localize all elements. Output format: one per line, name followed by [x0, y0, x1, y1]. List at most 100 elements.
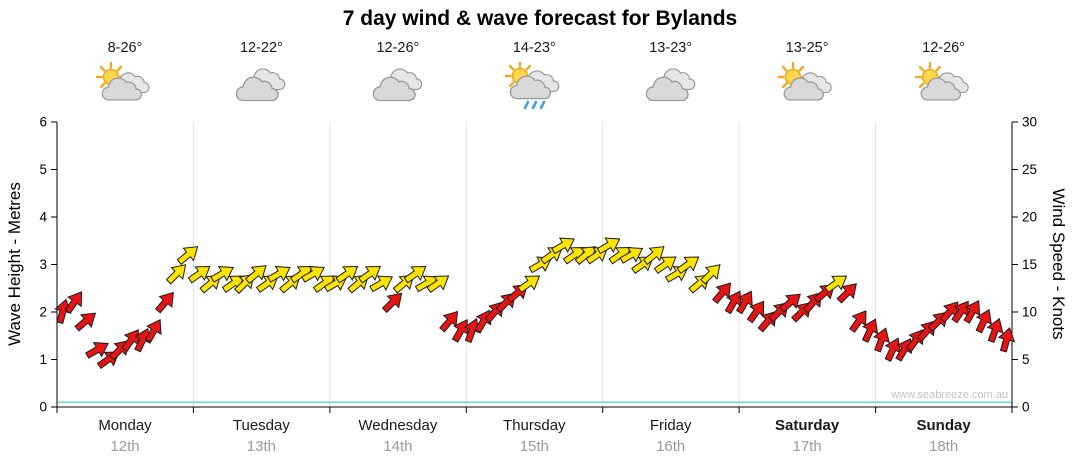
wind-arrow: [369, 275, 394, 293]
day-name: Wednesday: [358, 417, 438, 434]
svg-text:30: 30: [1022, 115, 1037, 130]
wind-arrow: [176, 246, 199, 266]
svg-text:6: 6: [39, 115, 47, 130]
day-footer-monday: Monday 12th: [57, 417, 193, 455]
temp-range: 13-23°: [649, 40, 693, 56]
day-header-tuesday: 12-22°: [193, 40, 329, 111]
day-header-monday: 8-26°: [57, 40, 193, 111]
wind-arrow: [975, 308, 992, 334]
clouds-icon: [330, 61, 466, 111]
temp-range: 12-26°: [376, 40, 420, 56]
wind-arrow: [551, 237, 575, 255]
day-footer-tuesday: Tuesday 13th: [193, 417, 329, 455]
wind-arrow: [779, 293, 801, 313]
wind-arrow: [266, 266, 291, 283]
temp-range: 14-23°: [512, 40, 556, 56]
wind-arrow: [244, 265, 267, 285]
wind-arrow: [619, 247, 644, 264]
day-name: Friday: [649, 417, 692, 434]
wind-arrow: [210, 266, 234, 283]
wind-arrows: [54, 237, 1016, 369]
day-name: Saturday: [774, 417, 840, 434]
svg-text:1: 1: [39, 352, 47, 367]
wind-arrow: [849, 310, 867, 333]
wind-arrow: [301, 266, 325, 283]
day-footer-thursday: Thursday 15th: [466, 417, 602, 455]
wind-arrow: [154, 291, 174, 314]
wind-arrow: [85, 342, 109, 359]
wind-arrow: [836, 283, 857, 304]
day-date: 18th: [928, 438, 959, 455]
wind-arrow: [861, 318, 879, 343]
day-name: Thursday: [503, 417, 566, 434]
wind-arrow: [64, 291, 83, 314]
sun-clouds-icon: [57, 61, 193, 111]
wind-arrow: [712, 282, 732, 305]
wind-arrow: [746, 300, 765, 324]
svg-text:5: 5: [39, 162, 47, 177]
right-axis-label: Wind Speed - Knots: [1049, 188, 1068, 340]
wind-arrow: [736, 290, 753, 315]
sun-clouds-icon: [876, 61, 1012, 111]
wind-arrow: [439, 310, 459, 333]
day-footer-saturday: Saturday 17th: [739, 417, 875, 455]
wind-arrow: [358, 266, 381, 284]
wind-arrow: [873, 327, 890, 353]
day-footer-sunday: Sunday 18th: [876, 417, 1012, 455]
svg-text:2: 2: [39, 305, 47, 320]
wind-arrow: [381, 292, 403, 314]
temp-range: 8-26°: [107, 40, 143, 56]
day-name: Monday: [98, 417, 152, 434]
left-axis-ticks: 0 1 2 3 4 5 6: [39, 115, 57, 415]
day-header-friday: 13-23°: [603, 40, 739, 111]
wind-arrow: [642, 246, 665, 266]
svg-text:3: 3: [39, 257, 47, 272]
day-footer-wednesday: Wednesday 14th: [330, 417, 466, 455]
wind-arrow: [676, 256, 700, 274]
wind-arrow: [144, 318, 162, 343]
day-header-saturday: 13-25°: [739, 40, 875, 111]
day-name: Sunday: [916, 417, 971, 434]
clouds-icon: [193, 61, 329, 111]
svg-text:0: 0: [1022, 400, 1030, 415]
sun-clouds-icon: [739, 61, 875, 111]
day-header-sunday: 12-26°: [876, 40, 1012, 111]
watermark: www.seabreeze.com.au: [891, 389, 1008, 401]
sun-clouds-rain-icon: [466, 61, 602, 111]
temp-range: 12-22°: [239, 40, 283, 56]
day-header-thursday: 14-23°: [466, 40, 602, 111]
wind-arrow: [700, 264, 721, 285]
left-axis-label: Wave Height - Metres: [5, 182, 24, 346]
day-date: 14th: [383, 438, 413, 455]
day-date: 16th: [656, 438, 686, 455]
wind-arrow: [74, 312, 97, 332]
wind-arrow: [653, 256, 677, 274]
day-footer-friday: Friday 16th: [603, 417, 739, 455]
wind-arrow: [986, 317, 1004, 344]
day-name: Tuesday: [232, 417, 290, 434]
day-separators: [192, 122, 877, 407]
day-date: 15th: [519, 438, 549, 455]
wind-arrow: [335, 266, 359, 284]
svg-text:5: 5: [1022, 352, 1030, 367]
wind-arrow: [426, 275, 450, 293]
temp-range: 13-25°: [785, 40, 829, 56]
svg-text:15: 15: [1022, 257, 1037, 272]
svg-text:25: 25: [1022, 162, 1037, 177]
day-date: 12th: [110, 438, 140, 455]
wind-arrow: [596, 237, 621, 255]
chart-title: 7 day wind & wave forecast for Bylands: [342, 7, 738, 30]
temp-range: 12-26°: [922, 40, 966, 56]
wind-arrow: [939, 301, 959, 324]
wind-arrow: [963, 299, 981, 324]
right-axis-ticks: 0 5 10 15 20 25 30: [1012, 115, 1037, 415]
svg-text:0: 0: [39, 400, 47, 415]
wind-arrow: [403, 266, 427, 284]
day-date: 17th: [792, 438, 822, 455]
clouds-icon: [603, 61, 739, 111]
svg-text:4: 4: [39, 210, 47, 225]
wind-arrow: [824, 275, 848, 293]
wind-arrow: [517, 275, 541, 293]
svg-text:20: 20: [1022, 210, 1037, 225]
